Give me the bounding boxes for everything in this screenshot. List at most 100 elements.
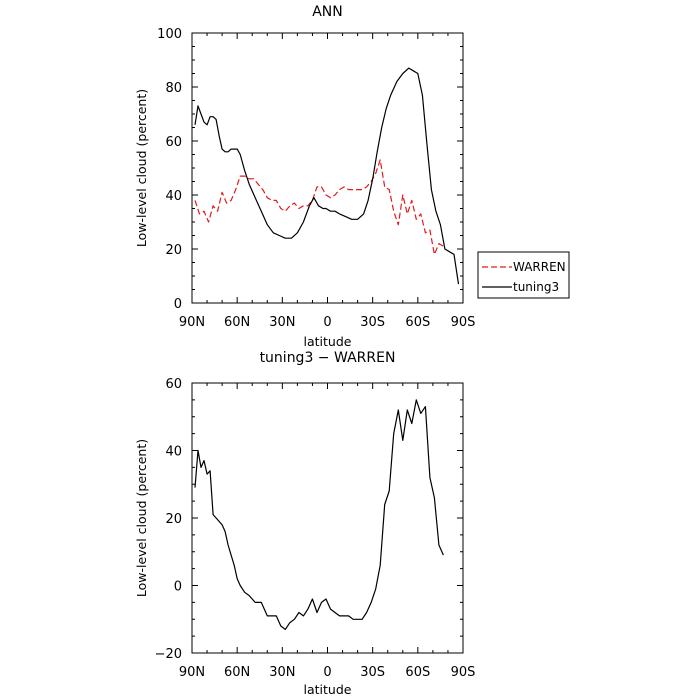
data-point <box>407 409 408 410</box>
data-point <box>407 213 408 214</box>
data-point <box>294 203 295 204</box>
data-point <box>458 284 459 285</box>
data-point <box>271 200 272 201</box>
data-point <box>222 192 223 193</box>
y-tick-label: 60 <box>165 135 182 150</box>
data-point <box>303 221 304 222</box>
data-point <box>289 205 290 206</box>
data-point <box>343 186 344 187</box>
data-point <box>291 238 292 239</box>
data-point <box>377 151 378 152</box>
data-point <box>375 588 376 589</box>
data-point <box>297 232 298 233</box>
data-point <box>402 73 403 74</box>
series-difference <box>194 399 444 631</box>
data-point <box>434 254 435 255</box>
legend: WARREN tuning3 <box>477 251 570 299</box>
data-point <box>438 544 439 545</box>
data-point <box>249 184 250 185</box>
data-point <box>249 178 250 179</box>
data-point <box>303 205 304 206</box>
data-point <box>402 440 403 441</box>
data-point <box>444 248 445 249</box>
data-point <box>294 619 295 620</box>
y-tick-label: 0 <box>174 580 182 595</box>
data-point <box>212 116 213 117</box>
data-point <box>393 433 394 434</box>
data-point <box>226 203 227 204</box>
data-point <box>380 159 381 160</box>
data-point <box>429 477 430 478</box>
data-point <box>449 251 450 252</box>
data-point <box>234 149 235 150</box>
data-point <box>339 213 340 214</box>
plot-frame <box>191 32 464 304</box>
series-line-warren <box>194 159 444 255</box>
data-point <box>398 409 399 410</box>
chart-title: ANN <box>312 4 343 20</box>
data-point <box>253 178 254 179</box>
data-point <box>200 113 201 114</box>
data-point <box>237 149 238 150</box>
data-point <box>219 521 220 522</box>
bottom-panel-difference: tuning3 − WARREN 90N 60N 30N 0 30S 60S 90S −20 0 2… <box>134 350 475 697</box>
data-point <box>267 197 268 198</box>
data-point <box>334 194 335 195</box>
data-point <box>352 619 353 620</box>
series-warren <box>194 159 444 255</box>
data-point <box>322 208 323 209</box>
data-point <box>420 213 421 214</box>
data-point <box>206 124 207 125</box>
data-point <box>215 517 216 518</box>
data-point <box>222 524 223 525</box>
data-point <box>285 629 286 630</box>
data-point <box>402 194 403 195</box>
data-point <box>307 205 308 206</box>
data-point <box>240 585 241 586</box>
data-point <box>228 544 229 545</box>
data-point <box>417 73 418 74</box>
data-point <box>345 216 346 217</box>
x-tick-label: 90N <box>179 315 205 330</box>
x-tick-label: 30S <box>360 315 385 330</box>
data-point <box>249 595 250 596</box>
data-point <box>416 219 417 220</box>
data-point <box>206 474 207 475</box>
data-point <box>271 615 272 616</box>
data-point <box>396 81 397 82</box>
data-point <box>413 70 414 71</box>
data-point <box>398 224 399 225</box>
data-point <box>209 116 210 117</box>
data-point <box>366 612 367 613</box>
data-point <box>261 211 262 212</box>
data-point <box>267 615 268 616</box>
data-point <box>425 232 426 233</box>
data-point <box>339 615 340 616</box>
data-point <box>357 619 358 620</box>
data-point <box>235 189 236 190</box>
data-point <box>389 189 390 190</box>
data-point <box>276 615 277 616</box>
data-point <box>440 224 441 225</box>
data-point <box>325 208 326 209</box>
data-point <box>348 615 349 616</box>
data-point <box>343 615 344 616</box>
data-point <box>438 243 439 244</box>
series-line-difference <box>194 399 444 631</box>
data-point <box>431 189 432 190</box>
data-point <box>264 609 265 610</box>
data-point <box>334 211 335 212</box>
data-point <box>208 221 209 222</box>
y-tick-label: 20 <box>165 512 182 527</box>
data-point <box>321 602 322 603</box>
x-tick-label: 0 <box>323 665 331 680</box>
data-point <box>434 497 435 498</box>
data-point <box>244 170 245 171</box>
data-point <box>368 200 369 201</box>
data-point <box>375 173 376 174</box>
data-point <box>381 127 382 128</box>
data-point <box>194 200 195 201</box>
data-point <box>298 208 299 209</box>
y-tick-label: 40 <box>165 189 182 204</box>
x-tick-label: 30N <box>269 315 295 330</box>
